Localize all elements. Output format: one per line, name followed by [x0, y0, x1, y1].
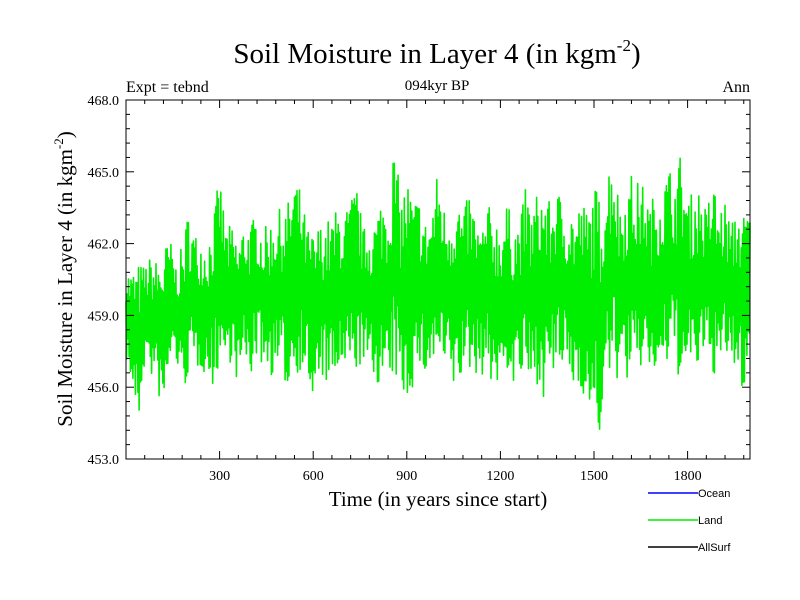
y-tick-label: 456.0 — [88, 381, 120, 396]
y-tick-label: 462.0 — [88, 238, 120, 253]
experiment-label: Expt = tebnd — [126, 79, 209, 96]
y-tick-label: 459.0 — [88, 309, 120, 324]
x-tick-label: 600 — [303, 469, 324, 484]
y-axis-label-superscript: -2 — [51, 138, 66, 149]
series-line-land — [125, 157, 751, 430]
chart-title-superscript: -2 — [617, 36, 631, 55]
y-tick-label: 465.0 — [88, 166, 120, 181]
x-tick-label: 900 — [396, 469, 417, 484]
plot-frame — [125, 99, 751, 460]
plot-series — [125, 157, 751, 430]
chart-title: Soil Moisture in Layer 4 (in kgm-2) — [233, 36, 640, 70]
x-tick-label: 1500 — [580, 469, 608, 484]
legend-label-land: Land — [698, 515, 722, 527]
y-axis-label-close: ) — [53, 131, 77, 138]
chart-subtitle: 094kyr BP — [405, 78, 470, 94]
x-tick-label: 300 — [209, 469, 230, 484]
y-axis: 453.0 456.0 459.0 462.0 465.0 468.0 — [88, 94, 750, 468]
y-tick-label: 468.0 — [88, 94, 120, 109]
legend-label-ocean: Ocean — [698, 488, 730, 500]
legend: Ocean Land AllSurf — [648, 488, 731, 554]
x-axis-label: Time (in years since start) — [329, 487, 548, 511]
x-tick-label: 1800 — [674, 469, 702, 484]
x-axis: 300 600 900 1200 1500 1800 — [144, 100, 745, 484]
y-axis-label: Soil Moisture in Layer 4 (in kgm-2) — [51, 131, 77, 426]
season-label: Ann — [722, 79, 750, 96]
x-tick-label: 1200 — [486, 469, 514, 484]
y-tick-label: 453.0 — [88, 453, 120, 468]
chart-title-close: ) — [631, 38, 641, 70]
legend-label-allsurf: AllSurf — [698, 542, 731, 554]
